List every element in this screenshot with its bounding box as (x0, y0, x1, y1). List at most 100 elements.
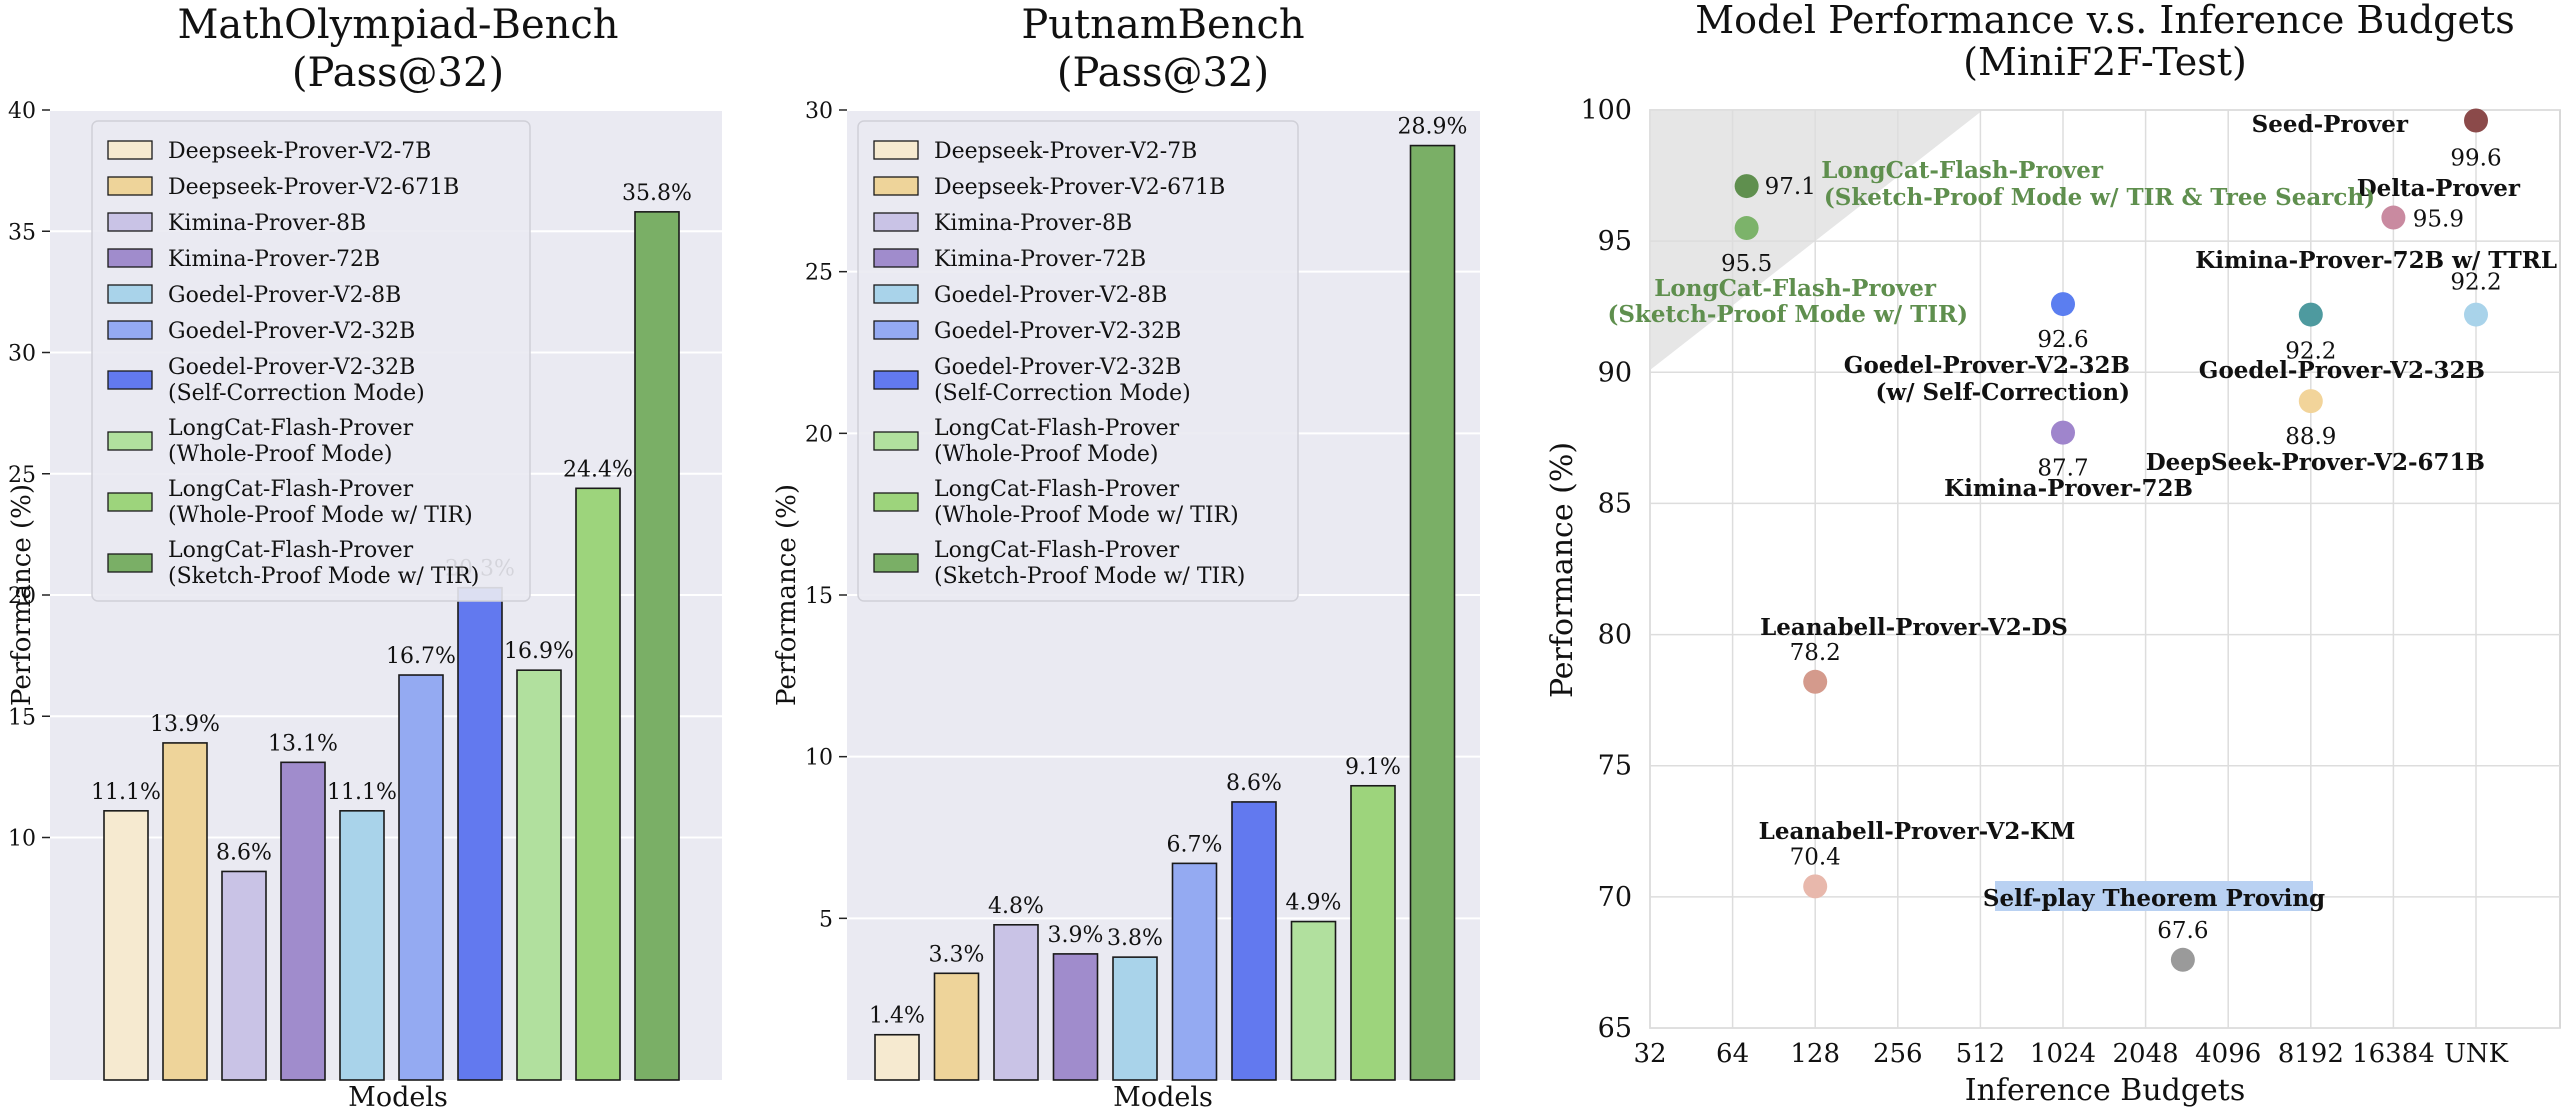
bar-value-label-6: 6.7% (1167, 832, 1223, 857)
legend-swatch-6 (107, 320, 153, 340)
bar-value-labels: 1.4% 3.3%4.8%3.9% 3.8% 6.7% 8.6% 4.9% 9.1% 28.9… (869, 115, 1467, 1029)
y-axis-label: Performance (%) (772, 484, 802, 706)
point-value-leanabell-prover-v2-ds: 78.2 (1790, 640, 1841, 666)
bar-value-label-4: 3.9% (1048, 923, 1104, 948)
legend-label-10-line2: (Sketch-Proof Mode w/ TIR) (168, 564, 479, 589)
legend-label-2: Deepseek-Prover-V2-671B (168, 175, 459, 200)
bar-longcat-flash-prover-whole-proof-mode (516, 669, 562, 1081)
chart-title-line1: PutnamBench (1021, 2, 1304, 48)
bar-value-label-2: 13.9% (150, 712, 220, 737)
point-name-deepseek-671b: DeepSeek-Prover-V2-671B (2146, 449, 2485, 476)
legend-label-9: LongCat-Flash-Prover (168, 477, 414, 502)
legend-swatch-5 (107, 284, 153, 304)
y-tick-label-20: 20 (805, 422, 833, 447)
bar-longcat-flash-prover-sketch-proof-mode-w-tir (634, 211, 680, 1081)
x-axis-label: Inference Budgets (1965, 1073, 2246, 1108)
legend-frame (91, 120, 531, 602)
point-name-longcat-tir-line2: (Sketch-Proof Mode w/ TIR) (1607, 301, 1968, 328)
point-name-leanabell-ds: Leanabell-Prover-V2-DS (1760, 614, 2068, 641)
point-name-goedel-sc-line2: (w/ Self-Correction) (1875, 379, 2130, 406)
bar-value-label-3: 8.6% (216, 840, 272, 865)
point-kimina-prover-72b (2051, 420, 2075, 445)
bar-kimina-prover-72b (280, 761, 326, 1081)
bar-value-label-2: 3.3% (929, 942, 985, 967)
point-value-leanabell-prover-v2-km: 70.4 (1790, 844, 1841, 870)
legend-swatch-9 (107, 492, 153, 512)
legend-swatch-1 (873, 140, 919, 160)
legend-label-1: Deepseek-Prover-V2-7B (168, 139, 431, 164)
legend-label-8-line2: (Whole-Proof Mode) (168, 442, 393, 467)
point-kimina-prover-72b-w-ttrl (2464, 302, 2488, 327)
point-value-delta-prover: 95.9 (2413, 207, 2464, 233)
bar-value-label-8: 16.9% (504, 639, 574, 664)
y-tick-label-85: 85 (1598, 488, 1632, 519)
point-value-longcat-flash-prover-sketch-proof-mode-w-tir: 95.5 (1721, 251, 1772, 277)
legend-swatch-8 (873, 431, 919, 451)
bar-value-label-9: 24.4% (563, 457, 633, 482)
point-self-play-theorem-proving (2170, 947, 2195, 972)
y-tick-label-90: 90 (1598, 357, 1632, 388)
y-tick-label-25: 25 (805, 261, 833, 286)
legend-label-2: Deepseek-Prover-V2-671B (934, 175, 1225, 200)
y-tick-label-15: 15 (8, 705, 36, 730)
bar-value-label-1: 1.4% (869, 1004, 925, 1029)
plot-background (1649, 109, 2561, 1029)
y-axis-label: Performance (%) (1545, 442, 1580, 698)
legend-swatch-3 (873, 212, 919, 232)
y-tick-label-40: 40 (8, 99, 36, 124)
legend-label-7-line2: (Self-Correction Mode) (168, 381, 425, 406)
point-value-self-play-theorem-proving: 67.6 (2157, 918, 2208, 944)
legend-swatch-10 (107, 553, 153, 573)
point-value-labels: 99.6 95.9 92.2 92.2 88.9 92.6 87.7 97.1 95.5 78.2… (1721, 145, 2502, 943)
legend-label-7: Goedel-Prover-V2-32B (934, 355, 1181, 380)
x-tick-label-1024: 1024 (2030, 1039, 2096, 1069)
bar-goedel-prover-v2-8b (1112, 956, 1158, 1081)
legend-label-8-line2: (Whole-Proof Mode) (934, 442, 1159, 467)
bar-value-label-3: 4.8% (988, 894, 1044, 919)
gridlines (1649, 109, 2560, 1029)
scatter-points (1734, 108, 2488, 972)
legend-label-10: LongCat-Flash-Prover (934, 538, 1180, 563)
point-name-kimina-ttrl: Kimina-Prover-72B w/ TTRL (2195, 247, 2557, 274)
legend-label-9-line2: (Whole-Proof Mode w/ TIR) (934, 503, 1239, 528)
y-tick-label-100: 100 (1580, 95, 1632, 126)
bar-deepseek-prover-v2-671b (162, 742, 208, 1081)
x-tick-label-256: 256 (1873, 1039, 1923, 1069)
point-name-longcat-tir-line1: LongCat-Flash-Prover (1654, 275, 1937, 302)
bar-longcat-flash-prover-whole-proof-mode-w-tir (1350, 784, 1396, 1081)
point-value-longcat-flash-prover-sketch-proof-mode-w-tir-tree-search: 97.1 (1765, 174, 1816, 200)
x-tick-label-128: 128 (1790, 1039, 1840, 1069)
legend-label-7-line2: (Self-Correction Mode) (934, 381, 1191, 406)
bar-value-label-10: 28.9% (1398, 115, 1468, 140)
legend-swatch-3 (107, 212, 153, 232)
legend: Deepseek-Prover-V2-7B Deepseek-Prover-V2-… (857, 120, 1299, 602)
legend-label-6: Goedel-Prover-V2-32B (934, 319, 1181, 344)
point-value-kimina-prover-72b: 87.7 (2037, 456, 2088, 482)
bar-deepseek-prover-v2-671b (933, 972, 980, 1081)
point-value-kimina-prover-72b-w-ttrl: 92.2 (2450, 270, 2501, 296)
point-deepseek-prover-v2-671b (2298, 389, 2323, 414)
legend-label-9: LongCat-Flash-Prover (934, 477, 1180, 502)
point-value-goedel-prover-v2-32b: 92.2 (2285, 339, 2336, 365)
y-tick-label-10: 10 (8, 827, 36, 852)
x-tick-label-8192: 8192 (2278, 1039, 2344, 1069)
chart-title-line2: (Pass@32) (1057, 50, 1269, 96)
point-name-self-play: Self-play Theorem Proving (1983, 885, 2325, 912)
bar-goedel-prover-v2-32b-self-correction-mode (457, 586, 503, 1081)
y-tick-label-30: 30 (805, 99, 833, 124)
bar-deepseek-prover-v2-7b (103, 810, 149, 1081)
legend-label-7: Goedel-Prover-V2-32B (168, 355, 415, 380)
legend-swatch-7 (873, 370, 919, 390)
legend-swatch-4 (873, 248, 919, 268)
bar-longcat-flash-prover-whole-proof-mode-w-tir (575, 487, 621, 1081)
point-value-deepseek-prover-v2-671b: 88.9 (2285, 424, 2336, 450)
y-tick-label-15: 15 (805, 584, 833, 609)
y-tick-label-75: 75 (1598, 751, 1632, 782)
legend-swatch-5 (873, 284, 919, 304)
legend-label-5: Goedel-Prover-V2-8B (168, 283, 401, 308)
bar-deepseek-prover-v2-7b (874, 1033, 920, 1081)
legend-swatch-7 (107, 370, 153, 390)
legend-label-1: Deepseek-Prover-V2-7B (934, 139, 1197, 164)
legend-label-9-line2: (Whole-Proof Mode w/ TIR) (168, 503, 473, 528)
